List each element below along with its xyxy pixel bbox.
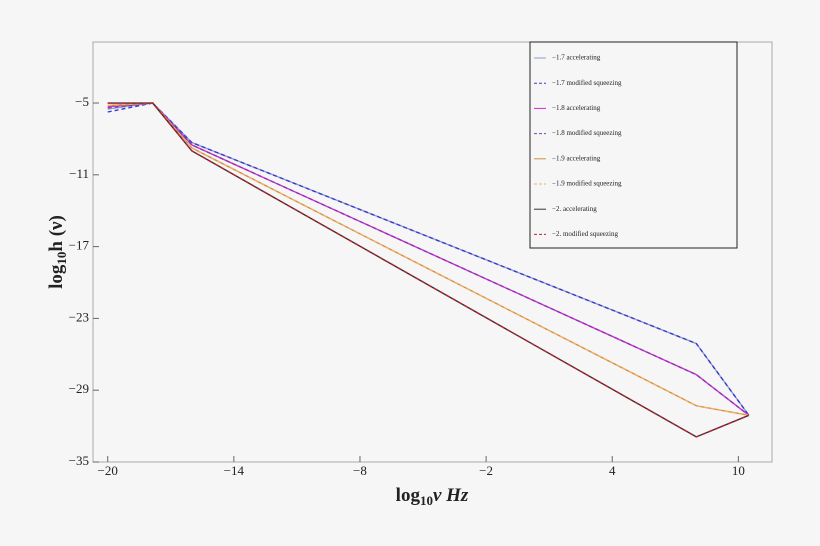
legend-label: −1.9 accelerating <box>552 154 601 162</box>
legend-box <box>529 41 738 249</box>
x-tick-label: −8 <box>353 463 367 478</box>
x-label-part: ν Hz <box>433 485 469 506</box>
x-tick-label: 10 <box>732 463 745 478</box>
x-label-sub: 10 <box>420 493 433 508</box>
legend-label: −2. accelerating <box>552 205 597 213</box>
x-axis-label: log10ν Hz <box>396 485 469 508</box>
legend-label: −1.9 modified squeezing <box>552 180 622 188</box>
series-line <box>107 102 750 416</box>
legend-label: −1.7 modified squeezing <box>552 79 622 87</box>
y-axis-label: log10h (ν) <box>46 215 69 289</box>
y-tick-label: −17 <box>69 238 90 253</box>
y-tick-label: −35 <box>69 453 89 468</box>
y-tick-label: −29 <box>69 381 89 396</box>
series-line <box>107 102 750 438</box>
y-label-sub: 10 <box>54 252 69 265</box>
y-tick-label: −11 <box>69 166 89 181</box>
legend-label: −1.8 accelerating <box>552 104 601 112</box>
x-tick-label: −2 <box>479 463 493 478</box>
x-label-part: log <box>396 485 421 506</box>
series-line <box>107 102 750 416</box>
y-label-part: log <box>46 264 67 289</box>
y-tick-label: −5 <box>75 94 89 109</box>
x-tick-label: −14 <box>224 463 245 478</box>
y-tick-label: −23 <box>69 309 89 324</box>
series-line <box>107 102 750 417</box>
legend-label: −1.8 modified squeezing <box>552 129 622 137</box>
y-label-part: h (ν) <box>46 215 67 251</box>
x-tick-label: −20 <box>98 463 118 478</box>
x-tick-label: 4 <box>609 463 616 478</box>
legend-label: −2. modified squeezing <box>552 230 618 238</box>
legend-label: −1.7 accelerating <box>552 54 601 62</box>
